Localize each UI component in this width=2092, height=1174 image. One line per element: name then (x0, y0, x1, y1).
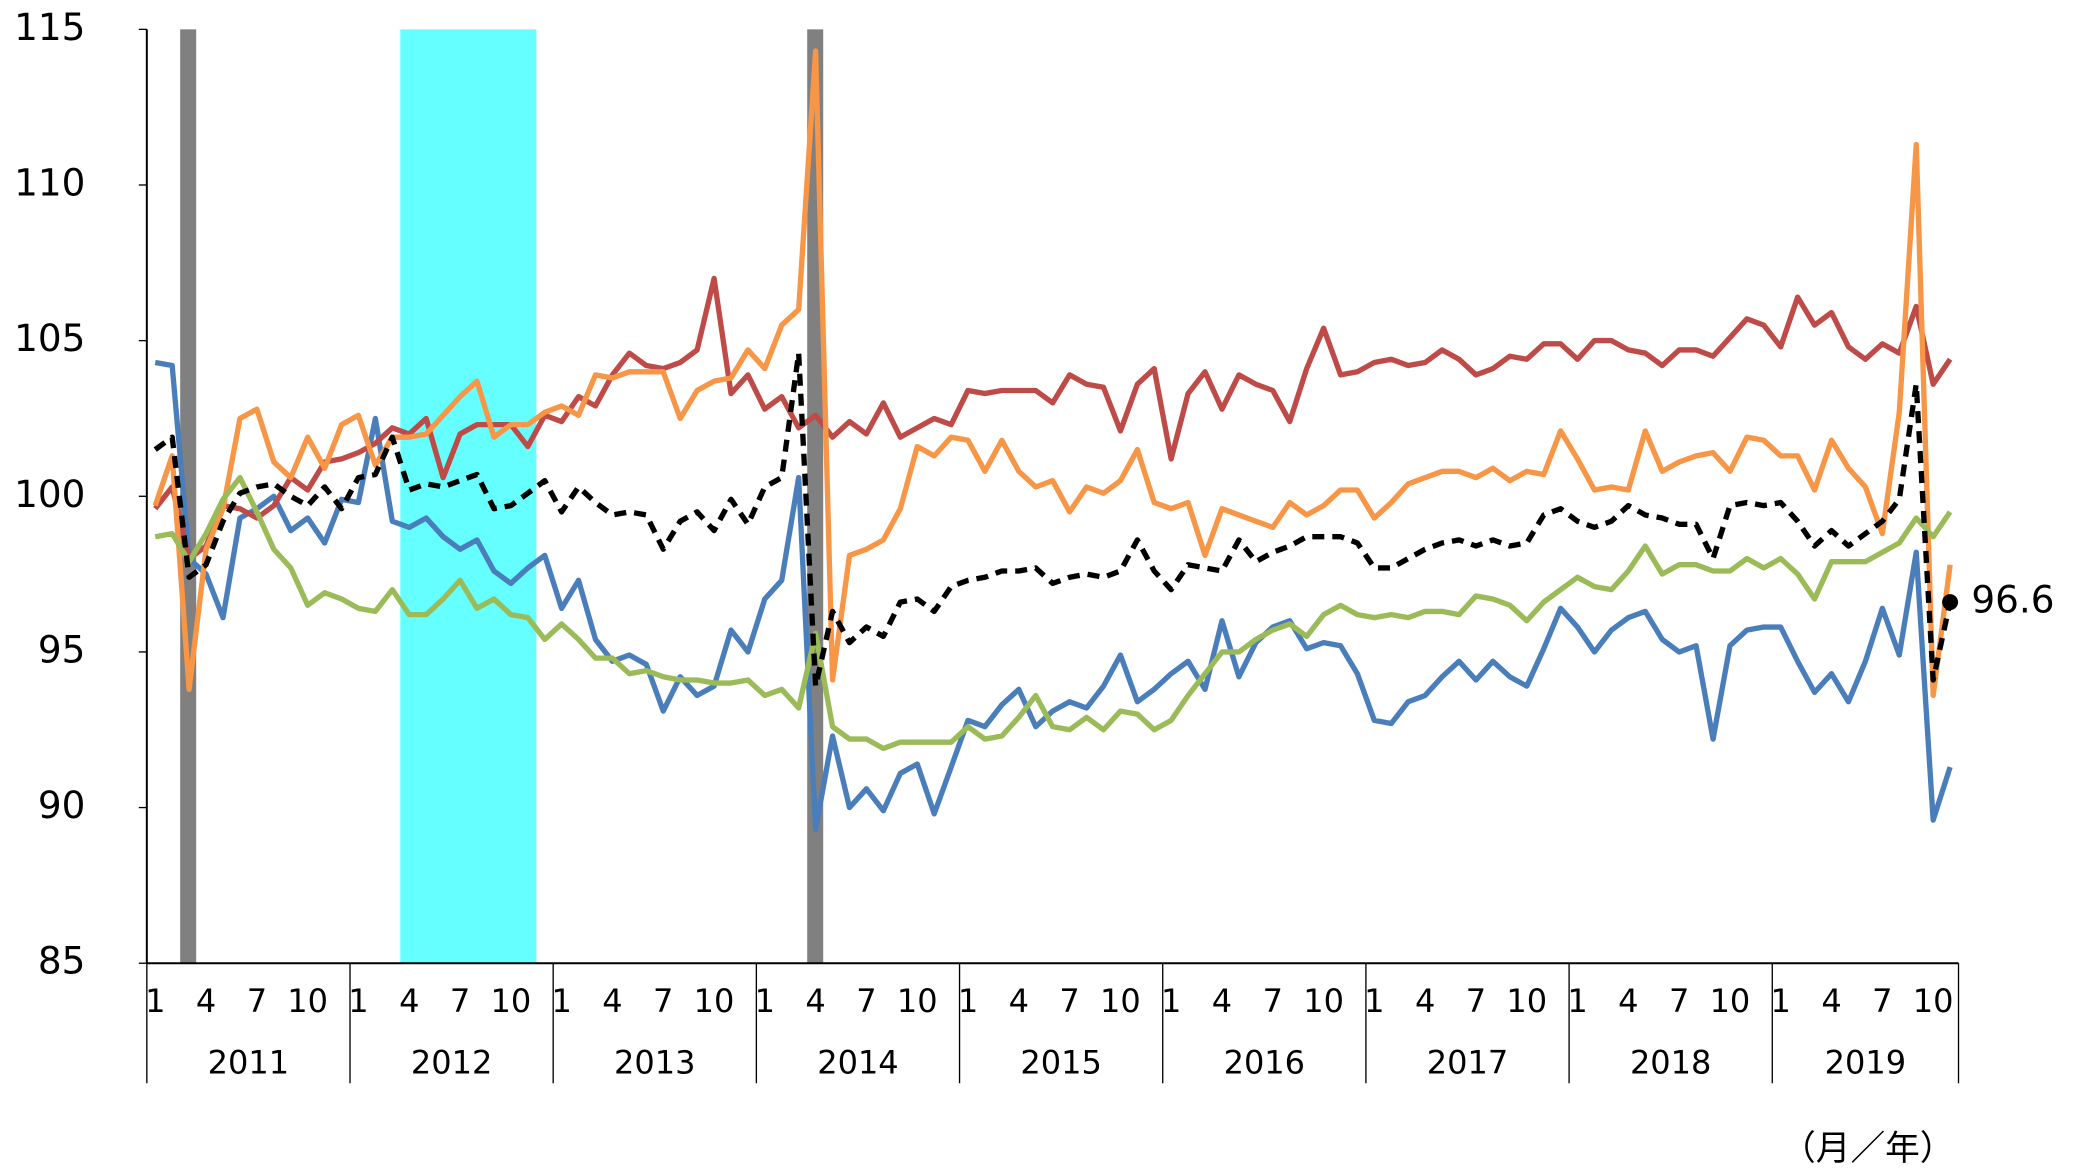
shaded-period (180, 29, 197, 964)
x-tick-label: 1 (145, 982, 165, 1020)
y-tick-label: 105 (14, 316, 85, 360)
value-label: 96.6 (1971, 578, 2054, 622)
x-tick-label: 1 (1567, 982, 1587, 1020)
x-tick-label: 1 (755, 982, 775, 1020)
x-tick-label: 1 (1161, 982, 1181, 1020)
x-tick-label: 4 (399, 982, 419, 1020)
y-tick-label: 115 (14, 5, 85, 49)
y-tick-label: 95 (38, 627, 86, 671)
x-tick-label: 7 (1059, 982, 1079, 1020)
x-tick-label: 4 (1618, 982, 1638, 1020)
x-tick-label: 10 (1710, 982, 1751, 1020)
year-label: 2011 (208, 1044, 289, 1082)
x-tick-label: 7 (1669, 982, 1689, 1020)
x-tick-label: 7 (653, 982, 673, 1020)
x-tick-label: 7 (1872, 982, 1892, 1020)
year-label: 2019 (1825, 1044, 1906, 1082)
year-label: 2018 (1630, 1044, 1711, 1082)
x-tick-label: 10 (1913, 982, 1954, 1020)
x-tick-label: 10 (1100, 982, 1141, 1020)
point-marker (1942, 594, 1959, 611)
x-tick-label: 1 (958, 982, 978, 1020)
x-tick-label: 1 (348, 982, 368, 1020)
x-tick-label: 10 (490, 982, 531, 1020)
x-tick-label: 7 (1263, 982, 1283, 1020)
series-line (154, 359, 1953, 833)
year-label: 2013 (614, 1044, 695, 1082)
y-tick-label: 85 (38, 939, 86, 983)
x-axis-label: （月／年） (1781, 1129, 1954, 1169)
x-tick-label: 7 (856, 982, 876, 1020)
x-tick-label: 4 (1415, 982, 1435, 1020)
shaded-period (400, 29, 537, 964)
series-line (153, 350, 1953, 689)
x-tick-label: 1 (1364, 982, 1384, 1020)
x-tick-label: 10 (1303, 982, 1344, 1020)
x-tick-label: 10 (694, 982, 735, 1020)
series-line (154, 474, 1953, 752)
x-tick-label: 10 (1506, 982, 1547, 1020)
y-tick-label: 110 (14, 160, 85, 204)
year-label: 2014 (817, 1044, 898, 1082)
y-tick-label: 90 (38, 783, 86, 827)
x-tick-label: 7 (247, 982, 267, 1020)
x-tick-label: 7 (1466, 982, 1486, 1020)
x-tick-label: 1 (1771, 982, 1791, 1020)
y-tick-label: 100 (14, 472, 85, 516)
x-tick-label: 4 (805, 982, 825, 1020)
year-label: 2015 (1020, 1044, 1101, 1082)
x-tick-label: 4 (196, 982, 216, 1020)
x-tick-label: 4 (1212, 982, 1232, 1020)
year-label: 2016 (1224, 1044, 1305, 1082)
year-label: 2012 (411, 1044, 492, 1082)
year-label: 2017 (1427, 1044, 1508, 1082)
x-tick-label: 1 (551, 982, 571, 1020)
x-tick-label: 10 (287, 982, 328, 1020)
series-line (152, 48, 1953, 699)
x-tick-label: 4 (602, 982, 622, 1020)
series-line (153, 275, 1953, 562)
x-tick-label: 10 (897, 982, 938, 1020)
x-tick-label: 4 (1821, 982, 1841, 1020)
x-tick-label: 4 (1009, 982, 1029, 1020)
x-tick-label: 7 (450, 982, 470, 1020)
